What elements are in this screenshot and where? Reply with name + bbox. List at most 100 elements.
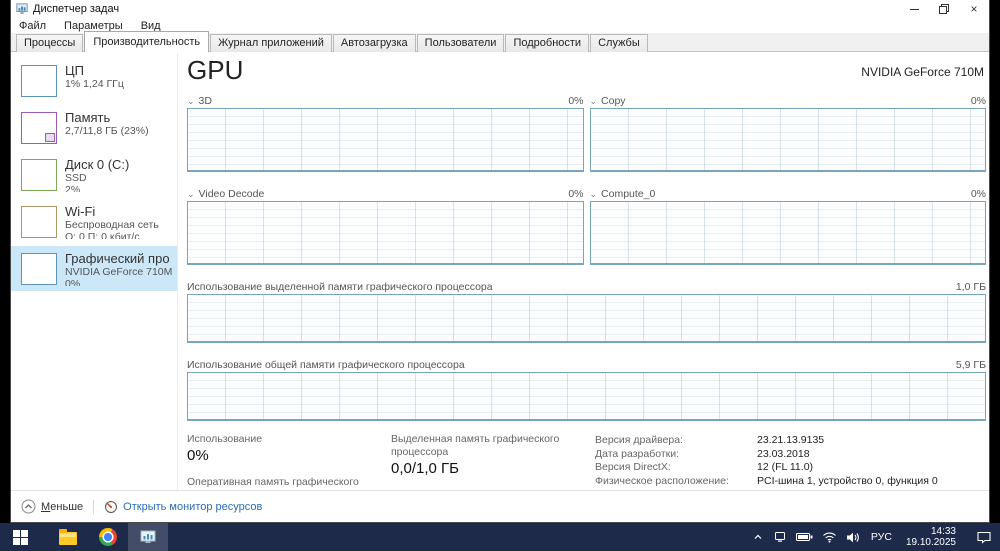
memory-stats: 2,7/11,8 ГБ (23%) bbox=[65, 125, 149, 137]
menu-bar: Файл Параметры Вид bbox=[11, 18, 989, 33]
taskbar: РУС 14:33 19.10.2025 bbox=[0, 523, 1000, 551]
windows-logo-icon bbox=[12, 529, 28, 545]
chevron-up-circle-icon bbox=[21, 499, 36, 514]
chart-label-compute0: Compute_0 bbox=[601, 188, 656, 200]
chart-value-3d: 0% bbox=[568, 95, 584, 107]
battery-icon[interactable] bbox=[795, 531, 813, 543]
performance-content: ЦП 1% 1,24 ГГц Память 2,7/11,8 ГБ (23%) … bbox=[11, 53, 989, 520]
footer-bar: Меньше Открыть монитор ресурсов bbox=[11, 490, 989, 522]
footer-divider bbox=[93, 499, 95, 514]
chart-copy bbox=[589, 108, 986, 172]
driver-version-label: Версия драйвера: bbox=[595, 434, 683, 446]
tab-services[interactable]: Службы bbox=[590, 34, 648, 52]
tab-processes[interactable]: Процессы bbox=[16, 34, 84, 52]
chart-video-decode bbox=[187, 201, 584, 265]
chart-dedicated-memory bbox=[187, 294, 986, 343]
fewer-details-button[interactable]: Меньше bbox=[21, 499, 83, 514]
tab-app-history[interactable]: Журнал приложений bbox=[210, 34, 332, 52]
system-tray: РУС 14:33 19.10.2025 bbox=[752, 523, 1000, 551]
titlebar[interactable]: Диспетчер задач × bbox=[11, 0, 989, 18]
sidebar-item-cpu[interactable]: ЦП 1% 1,24 ГГц bbox=[11, 58, 177, 103]
memory-title: Память bbox=[65, 110, 111, 125]
chart-value-shared-memory: 5,9 ГБ bbox=[955, 359, 986, 371]
chevron-down-icon[interactable]: ⌄ bbox=[187, 95, 195, 106]
clock-time: 14:33 bbox=[930, 526, 956, 537]
minimize-icon bbox=[909, 8, 919, 10]
wifi-mini-chart bbox=[21, 206, 57, 238]
minimize-button[interactable] bbox=[899, 0, 929, 18]
tab-users[interactable]: Пользователи bbox=[416, 34, 505, 52]
start-button[interactable] bbox=[0, 523, 40, 551]
chart-label-shared-memory: Использование общей памяти графического … bbox=[187, 359, 465, 371]
task-manager-app-icon bbox=[16, 3, 28, 14]
restore-button[interactable] bbox=[929, 0, 959, 18]
folder-icon bbox=[59, 529, 77, 545]
speaker-icon[interactable] bbox=[846, 531, 860, 544]
disk-usage: 2% bbox=[65, 184, 81, 192]
tab-startup[interactable]: Автозагрузка bbox=[332, 34, 416, 52]
action-center-icon[interactable] bbox=[976, 530, 992, 544]
task-manager-icon bbox=[140, 530, 156, 543]
language-indicator[interactable]: РУС bbox=[870, 531, 892, 543]
wifi-throughput: О: 0 П: 0 кбит/с bbox=[65, 231, 140, 239]
chart-shared-memory bbox=[187, 372, 986, 421]
fewer-details-label: еньше bbox=[50, 500, 84, 513]
physical-location-value: PCI-шина 1, устройство 0, функция 0 bbox=[757, 474, 938, 487]
page-title: GPU bbox=[187, 55, 244, 85]
close-button[interactable]: × bbox=[959, 0, 989, 18]
sidebar-item-wifi[interactable]: Wi-Fi Беспроводная сеть О: 0 П: 0 кбит/с bbox=[11, 199, 177, 244]
chevron-down-icon[interactable]: ⌄ bbox=[187, 188, 195, 199]
cpu-stats: 1% 1,24 ГГц bbox=[65, 78, 124, 90]
tab-strip: Процессы Производительность Журнал прило… bbox=[11, 31, 989, 52]
chart-label-video-decode: Video Decode bbox=[198, 188, 265, 200]
cpu-title: ЦП bbox=[65, 63, 84, 78]
chart-label-copy: Copy bbox=[601, 95, 626, 107]
gpu-mini-chart bbox=[21, 253, 57, 285]
chevron-down-icon[interactable]: ⌄ bbox=[589, 188, 598, 199]
tab-details[interactable]: Подробности bbox=[505, 34, 590, 52]
chart-3d bbox=[187, 108, 584, 172]
menu-file[interactable]: Файл bbox=[19, 19, 47, 32]
chart-label-dedicated-memory: Использование выделенной памяти графичес… bbox=[187, 281, 493, 293]
chart-value-video-decode: 0% bbox=[568, 188, 584, 200]
clock[interactable]: 14:33 19.10.2025 bbox=[903, 526, 959, 548]
memory-mini-chart bbox=[21, 112, 57, 144]
sidebar-item-disk[interactable]: Диск 0 (C:) SSD 2% bbox=[11, 152, 177, 197]
wifi-network: Беспроводная сеть bbox=[65, 219, 159, 231]
resource-monitor-label: Открыть монитор ресурсов bbox=[123, 500, 263, 513]
tray-chevron-up-icon[interactable] bbox=[752, 531, 764, 543]
sidebar-item-memory[interactable]: Память 2,7/11,8 ГБ (23%) bbox=[11, 105, 177, 150]
tab-performance[interactable]: Производительность bbox=[84, 31, 210, 52]
close-icon: × bbox=[970, 2, 978, 16]
chart-value-compute0: 0% bbox=[970, 188, 986, 200]
driver-version-value: 23.21.13.9135 bbox=[757, 434, 825, 446]
restore-icon bbox=[939, 4, 949, 14]
physical-location-label: Физическое расположение: bbox=[595, 474, 729, 487]
disk-title: Диск 0 (C:) bbox=[65, 157, 130, 172]
fewer-details-accel: М bbox=[41, 500, 51, 513]
dedicated-memory-value: 0,0/1,0 ГБ bbox=[391, 460, 460, 477]
cpu-mini-chart bbox=[21, 65, 57, 97]
driver-date-value: 23.03.2018 bbox=[757, 447, 810, 460]
gpu-usage: 0% bbox=[65, 278, 81, 286]
disk-type: SSD bbox=[65, 172, 87, 184]
sidebar-item-gpu[interactable]: Графический про NVIDIA GeForce 710M 0% bbox=[11, 246, 177, 291]
task-manager-taskbar-button[interactable] bbox=[128, 523, 168, 551]
menu-view[interactable]: Вид bbox=[140, 19, 161, 32]
utilization-label: Использование bbox=[187, 433, 263, 445]
gpu-device: NVIDIA GeForce 710M bbox=[65, 266, 173, 278]
tray-app-icon[interactable] bbox=[773, 530, 787, 544]
chrome-icon bbox=[99, 528, 117, 546]
file-explorer-button[interactable] bbox=[48, 523, 88, 551]
open-resource-monitor-link[interactable]: Открыть монитор ресурсов bbox=[104, 500, 262, 514]
performance-sidebar: ЦП 1% 1,24 ГГц Память 2,7/11,8 ГБ (23%) … bbox=[11, 53, 178, 490]
directx-version-value: 12 (FL 11.0) bbox=[757, 461, 814, 473]
chevron-down-icon[interactable]: ⌄ bbox=[589, 95, 598, 106]
task-manager-window: Диспетчер задач × Файл Параметры Вид Про… bbox=[10, 0, 990, 523]
menu-options[interactable]: Параметры bbox=[64, 19, 123, 32]
resource-monitor-icon bbox=[105, 500, 118, 513]
utilization-value: 0% bbox=[187, 447, 209, 464]
chrome-button[interactable] bbox=[88, 523, 128, 551]
clock-date: 19.10.2025 bbox=[905, 537, 956, 548]
wifi-icon[interactable] bbox=[822, 531, 837, 543]
